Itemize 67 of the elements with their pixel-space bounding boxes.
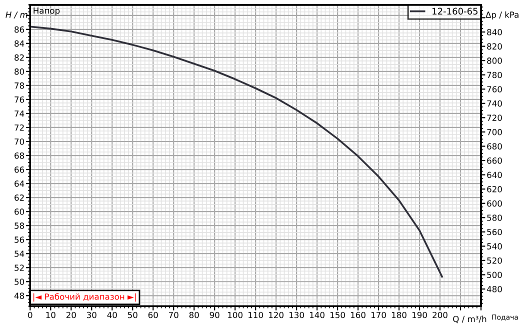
x-tick-label: 0 (28, 312, 32, 318)
x-tick-label: 110 (248, 312, 263, 318)
y-tick-label: 60 (14, 208, 24, 215)
y-tick-label: 52 (14, 264, 24, 271)
y2-tick-label: 840 (487, 28, 502, 36)
y-tick-label: 50 (14, 278, 24, 285)
x-tick-label: 80 (189, 312, 199, 318)
y2-tick-label: 660 (487, 157, 502, 164)
y-tick-label: 82 (14, 54, 24, 61)
x-axis-title: Q / m³/h (453, 316, 486, 324)
x-tick-label: 160 (351, 312, 366, 318)
y2-tick-label: 800 (487, 58, 502, 64)
y-tick-label: 78 (14, 82, 24, 89)
y2-tick-label: 640 (487, 172, 502, 178)
y2-tick-label: 760 (487, 86, 502, 92)
y-tick-label: 54 (14, 250, 24, 257)
x-tick-label: 190 (412, 312, 427, 318)
y-tick-label: 56 (14, 236, 24, 243)
x-tick-label: 20 (66, 312, 76, 318)
y2-tick-label: 480 (486, 286, 502, 292)
y-tick-label: 68 (14, 152, 24, 159)
y-tick-label: 72 (14, 124, 24, 131)
x-tick-label: 60 (148, 312, 158, 318)
legend-label: 12-160-65 (432, 8, 478, 15)
x-tick-label: 40 (107, 312, 117, 318)
x-tick-label: 170 (372, 312, 386, 318)
x-tick-label: 90 (210, 312, 220, 318)
y-tick-label: 80 (14, 68, 24, 75)
y2-tick-label: 720 (487, 114, 502, 121)
y-tick-label: 84 (14, 40, 24, 47)
y-tick-label: 58 (14, 222, 24, 229)
y2-tick-label: 540 (487, 243, 502, 250)
y2-tick-label: 580 (487, 214, 502, 221)
x-tick-label: 70 (168, 312, 178, 318)
y2-tick-label: 520 (487, 257, 502, 264)
y-axis-title: H / m (6, 12, 28, 18)
x-tick-label: 150 (330, 312, 345, 318)
x-tick-label: 130 (290, 312, 304, 318)
y2-tick-label: 680 (487, 143, 502, 150)
y-tick-label: 66 (14, 166, 24, 173)
y2-tick-label: 560 (487, 228, 502, 236)
x-tick-label: 180 (392, 312, 406, 318)
y-tick-label: 86 (14, 26, 24, 33)
y-tick-label: 70 (14, 138, 24, 145)
y2-tick-label: 780 (487, 72, 502, 78)
x-tick-label: 10 (46, 312, 56, 318)
x-tick-label: 200 (432, 312, 448, 318)
y2-tick-label: 600 (487, 200, 502, 207)
x-tick-label: 140 (310, 312, 324, 318)
y2-tick-label: 500 (487, 272, 502, 278)
x-tick-label: 30 (86, 312, 96, 318)
y2-axis-title: Δp / kPa (486, 11, 518, 20)
y2-tick-label: 620 (487, 186, 502, 192)
y-tick-label: 64 (14, 180, 24, 187)
y-tick-label: 76 (14, 96, 24, 103)
line-series (30, 26, 443, 278)
y2-tick-label: 820 (487, 43, 502, 50)
x-tick-label: 120 (269, 312, 284, 318)
y-tick-label: 74 (14, 110, 24, 117)
annotation: |◄ Рабочий диапазон ►| (33, 293, 136, 302)
y-tick-label: 48 (14, 292, 24, 299)
y2-tick-label: 700 (487, 128, 502, 136)
y2-tick-label: 740 (487, 100, 502, 107)
y-tick-label: 62 (14, 194, 24, 201)
x-tick-label: 100 (228, 312, 242, 318)
annotation: Напор (34, 8, 60, 16)
x-tick-label: 50 (128, 312, 138, 318)
